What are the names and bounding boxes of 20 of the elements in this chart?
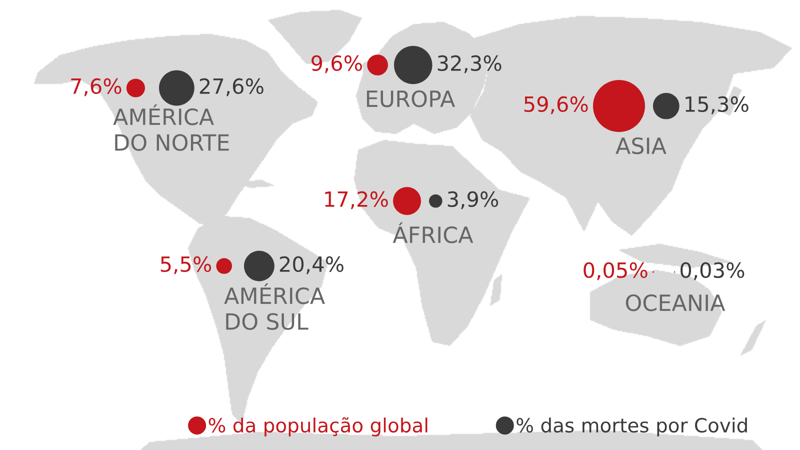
- data-label: 27,6%: [200, 78, 264, 96]
- category-label: ÁFRICA: [392, 222, 474, 244]
- data-label: 20,4%: [280, 256, 344, 274]
- category-label: EUROPA: [366, 90, 456, 108]
- data-label: 7,6%: [71, 78, 122, 96]
- category-label: OCEANIA: [626, 294, 726, 312]
- data-label: 3,9%: [448, 191, 498, 210]
- data-label: 59,6%: [524, 96, 588, 114]
- data-label: 32,3%: [438, 55, 502, 74]
- legend-label: % das mortes por Covid: [516, 418, 747, 436]
- legend-label: % da população global: [208, 417, 428, 436]
- data-label: 9,6%: [312, 55, 362, 74]
- category-label: AMÉRICA DO SUL: [224, 283, 325, 330]
- category-label: AMÉRICA DO NORTE: [113, 104, 229, 151]
- category-label: ASIA: [616, 137, 666, 154]
- data-label: 5,5%: [160, 256, 212, 274]
- data-label: 0,03%: [680, 262, 744, 280]
- data-label: 15,3%: [686, 96, 748, 114]
- data-label: 0,05%: [584, 262, 648, 280]
- data-label: 17,2%: [325, 191, 388, 210]
